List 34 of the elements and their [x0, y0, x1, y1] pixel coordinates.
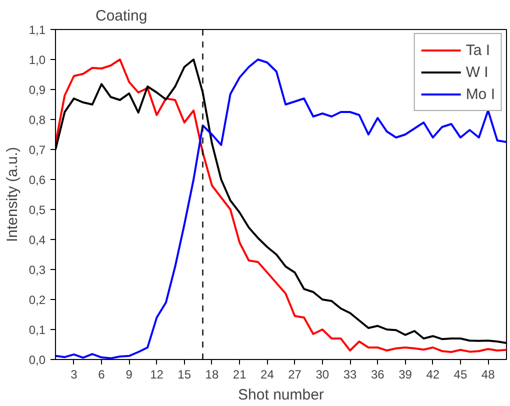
- x-tick-label: 39: [398, 368, 412, 382]
- y-tick-label: 0,2: [28, 293, 46, 307]
- x-tick-label: 18: [205, 368, 219, 382]
- y-axis-title: Intensity (a.u.): [4, 146, 21, 242]
- x-tick-label: 12: [150, 368, 164, 382]
- x-tick-label: 21: [232, 368, 247, 382]
- x-tick-label: 15: [178, 368, 192, 382]
- legend-label: W I: [466, 64, 488, 80]
- x-tick-label: 9: [126, 368, 133, 382]
- y-tick-label: 1,0: [28, 53, 46, 67]
- y-tick-label: 0,7: [28, 143, 46, 157]
- y-tick-label: 0,9: [28, 83, 46, 97]
- x-tick-label: 48: [481, 368, 496, 382]
- x-tick-label: 6: [98, 368, 106, 382]
- x-tick-label: 27: [288, 368, 302, 382]
- text: Coating: [96, 8, 148, 24]
- y-tick-label: 0,1: [28, 323, 46, 337]
- y-tick-label: 0,3: [28, 263, 46, 277]
- y-tick-label: 0,6: [28, 173, 46, 187]
- x-tick-label: 30: [316, 368, 330, 382]
- x-axis-title: Shot number: [238, 386, 324, 404]
- x-tick-label: 24: [260, 368, 274, 382]
- y-tick-label: 1,1: [28, 23, 46, 37]
- y-tick-label: 0,5: [28, 203, 46, 217]
- x-tick-label: 45: [454, 368, 468, 382]
- legend-label: Mo I: [466, 86, 495, 102]
- y-tick-label: 0,0: [28, 353, 46, 367]
- x-tick-label: 33: [343, 368, 358, 382]
- x-tick-label: 42: [426, 368, 440, 382]
- x-tick-label: 3: [70, 368, 78, 382]
- y-tick-label: 0,8: [28, 113, 46, 127]
- y-tick-label: 0,4: [28, 233, 46, 247]
- legend-label: Ta I: [466, 42, 490, 58]
- x-tick-label: 36: [370, 368, 385, 382]
